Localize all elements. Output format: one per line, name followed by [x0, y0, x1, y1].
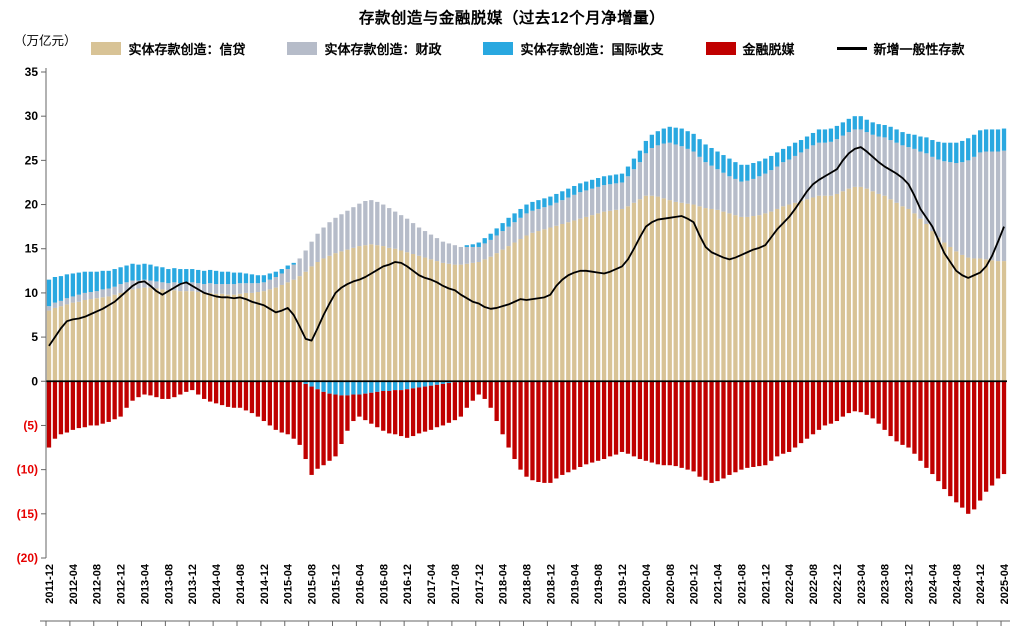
svg-text:2012-12: 2012-12 [116, 564, 128, 604]
svg-text:2021-04: 2021-04 [713, 563, 725, 604]
svg-text:2017-04: 2017-04 [426, 563, 438, 604]
svg-text:2013-04: 2013-04 [139, 563, 151, 604]
bottom-axis [40, 620, 1010, 626]
legend-item-bop: 实体存款创造：国际收支 [483, 39, 664, 58]
legend-item-net-deposits: 新增一般性存款 [836, 39, 965, 58]
svg-text:2022-04: 2022-04 [784, 563, 796, 604]
svg-text:2014-12: 2014-12 [259, 564, 271, 604]
svg-text:2024-08: 2024-08 [951, 564, 963, 604]
svg-text:0: 0 [31, 374, 38, 388]
legend-label-bop: 实体存款创造：国际收支 [520, 42, 664, 57]
legend-item-credit: 实体存款创造：信贷 [91, 39, 245, 58]
svg-text:2021-08: 2021-08 [736, 564, 748, 604]
svg-text:5: 5 [31, 330, 38, 344]
svg-text:(5): (5) [23, 418, 38, 432]
svg-text:25: 25 [25, 153, 39, 167]
svg-text:2022-08: 2022-08 [808, 564, 820, 604]
net-deposits-line [48, 146, 1005, 347]
svg-text:2011-12: 2011-12 [44, 564, 56, 604]
svg-text:2015-12: 2015-12 [330, 564, 342, 604]
legend-item-fiscal: 实体存款创造：财政 [287, 39, 441, 58]
svg-text:10: 10 [25, 286, 39, 300]
credit-swatch-icon [91, 42, 122, 55]
svg-text:15: 15 [25, 242, 39, 256]
legend-label-disintermediation: 金融脱媒 [742, 42, 795, 57]
svg-text:2016-08: 2016-08 [378, 564, 390, 604]
svg-text:2018-12: 2018-12 [545, 564, 557, 604]
svg-text:35: 35 [25, 65, 39, 79]
svg-text:2019-04: 2019-04 [569, 563, 581, 604]
x-axis-labels: 2011-12 2012-04 2012-08 2012-12 2013-04 2013-… [44, 563, 1011, 604]
net-deposits-line-swatch-icon [836, 47, 867, 50]
svg-text:2012-08: 2012-08 [92, 564, 104, 604]
svg-text:2015-04: 2015-04 [283, 563, 295, 604]
legend-item-disintermediation: 金融脱媒 [705, 39, 795, 58]
svg-text:(20): (20) [17, 551, 38, 565]
svg-text:2019-08: 2019-08 [593, 564, 605, 604]
svg-text:2017-12: 2017-12 [474, 564, 486, 604]
svg-text:2023-04: 2023-04 [856, 563, 868, 604]
svg-text:(10): (10) [17, 463, 38, 477]
svg-text:(15): (15) [17, 507, 38, 521]
svg-text:20: 20 [25, 198, 39, 212]
svg-text:2024-04: 2024-04 [927, 563, 939, 604]
svg-text:2012-04: 2012-04 [68, 563, 80, 604]
fiscal-swatch-icon [287, 42, 318, 55]
disintermediation-swatch-icon [705, 42, 736, 55]
chart-title: 存款创造与金融脱媒（过去12个月净增量） [358, 10, 666, 27]
bop-swatch-icon [483, 42, 514, 55]
svg-text:2020-12: 2020-12 [689, 564, 701, 604]
legend-label-net-deposits: 新增一般性存款 [873, 42, 965, 57]
legend: 实体存款创造：信贷 实体存款创造：财政 实体存款创造：国际收支 金融脱媒 新增一… [40, 39, 1016, 58]
svg-text:2025-04: 2025-04 [999, 563, 1011, 604]
svg-text:2016-12: 2016-12 [402, 564, 414, 604]
y-axis: 35 30 25 20 15 10 5 0 (5) (10) (15) (20) [17, 65, 47, 565]
svg-text:2024-12: 2024-12 [975, 564, 987, 604]
legend-label-credit: 实体存款创造：信贷 [128, 42, 246, 57]
svg-text:30: 30 [25, 109, 39, 123]
svg-text:2013-12: 2013-12 [187, 564, 199, 604]
legend-label-fiscal: 实体存款创造：财政 [324, 42, 442, 57]
svg-text:2014-08: 2014-08 [235, 564, 247, 604]
svg-text:2015-08: 2015-08 [307, 564, 319, 604]
svg-text:2014-04: 2014-04 [211, 563, 223, 604]
svg-text:2020-04: 2020-04 [641, 563, 653, 604]
svg-text:2022-12: 2022-12 [832, 564, 844, 604]
svg-text:2023-08: 2023-08 [880, 564, 892, 604]
svg-text:2020-08: 2020-08 [665, 564, 677, 604]
svg-text:2016-04: 2016-04 [354, 563, 366, 604]
svg-text:2013-08: 2013-08 [163, 564, 175, 604]
svg-text:2017-08: 2017-08 [450, 564, 462, 604]
bars-layer [46, 116, 1007, 514]
svg-text:2019-12: 2019-12 [617, 564, 629, 604]
svg-text:2018-08: 2018-08 [522, 564, 534, 604]
svg-text:2023-12: 2023-12 [904, 564, 916, 604]
svg-text:2018-04: 2018-04 [498, 563, 510, 604]
y-axis-unit-label: （万亿元） [14, 34, 77, 48]
svg-text:2021-12: 2021-12 [760, 564, 772, 604]
